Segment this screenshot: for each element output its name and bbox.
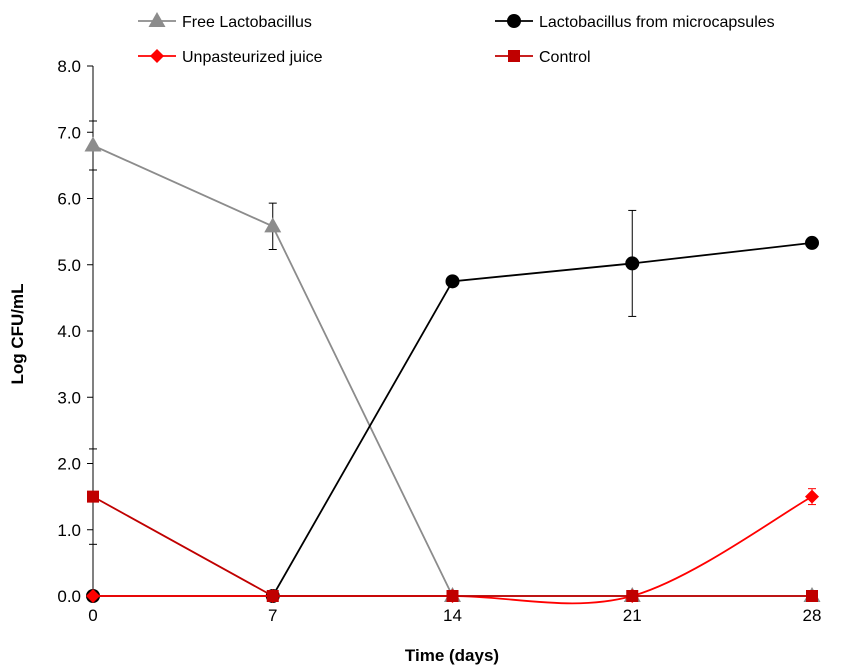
legend-marker — [148, 12, 166, 27]
y-tick-label: 0.0 — [57, 587, 81, 606]
series-line — [93, 241, 813, 597]
legend-label: Free Lactobacillus — [182, 14, 312, 31]
x-axis-title: Time (days) — [405, 646, 499, 665]
data-point — [84, 136, 102, 152]
y-tick-label: 2.0 — [57, 455, 81, 474]
data-point — [805, 489, 819, 504]
data-point — [445, 274, 460, 289]
series-1 — [86, 209, 819, 603]
data-point — [446, 590, 459, 602]
data-point — [626, 590, 639, 602]
legend-label: Unpasteurized juice — [182, 49, 323, 66]
data-point — [264, 217, 282, 233]
legend-item-2: Unpasteurized juice — [138, 49, 323, 66]
series-line — [92, 144, 812, 597]
data-point — [87, 490, 99, 503]
x-tick-label: 14 — [443, 606, 462, 625]
x-tick-label: 28 — [803, 606, 822, 625]
series-line — [92, 495, 812, 597]
legend-label: Lactobacillus from microcapsules — [539, 14, 775, 31]
chart-axes: 0.0 1.0 2.0 3.0 4.0 5.0 6.0 7.0 8.0 0 7 14 21 28 — [57, 57, 821, 625]
legend-marker — [507, 14, 521, 28]
x-tick-label: 7 — [268, 606, 277, 625]
legend-marker — [508, 50, 520, 62]
data-point — [806, 590, 818, 602]
y-axis-title: Log CFU/mL — [8, 283, 27, 384]
legend-item-1: Lactobacillus from microcapsules — [495, 14, 775, 31]
data-point — [625, 256, 640, 271]
y-tick-label: 1.0 — [57, 521, 81, 540]
chart-legend: Free Lactobacillus Lactobacillus from mic… — [138, 12, 775, 66]
legend-label: Control — [539, 49, 591, 66]
y-tick-label: 4.0 — [57, 322, 81, 341]
legend-item-3: Control — [495, 49, 591, 66]
x-tick-label: 0 — [88, 606, 97, 625]
x-tick-label: 21 — [623, 606, 642, 625]
legend-marker — [150, 49, 164, 63]
series-0 — [84, 120, 821, 602]
series-3 — [87, 448, 818, 602]
series-2 — [86, 488, 819, 605]
y-tick-label: 6.0 — [57, 190, 81, 209]
y-tick-label: 8.0 — [57, 57, 81, 76]
data-point — [805, 235, 819, 250]
data-point — [266, 590, 279, 602]
chart-series — [84, 120, 821, 605]
y-tick-label: 3.0 — [57, 388, 81, 407]
data-point — [86, 589, 100, 603]
y-tick-label: 5.0 — [57, 256, 81, 275]
y-tick-label: 7.0 — [57, 123, 81, 142]
legend-item-0: Free Lactobacillus — [138, 12, 312, 31]
